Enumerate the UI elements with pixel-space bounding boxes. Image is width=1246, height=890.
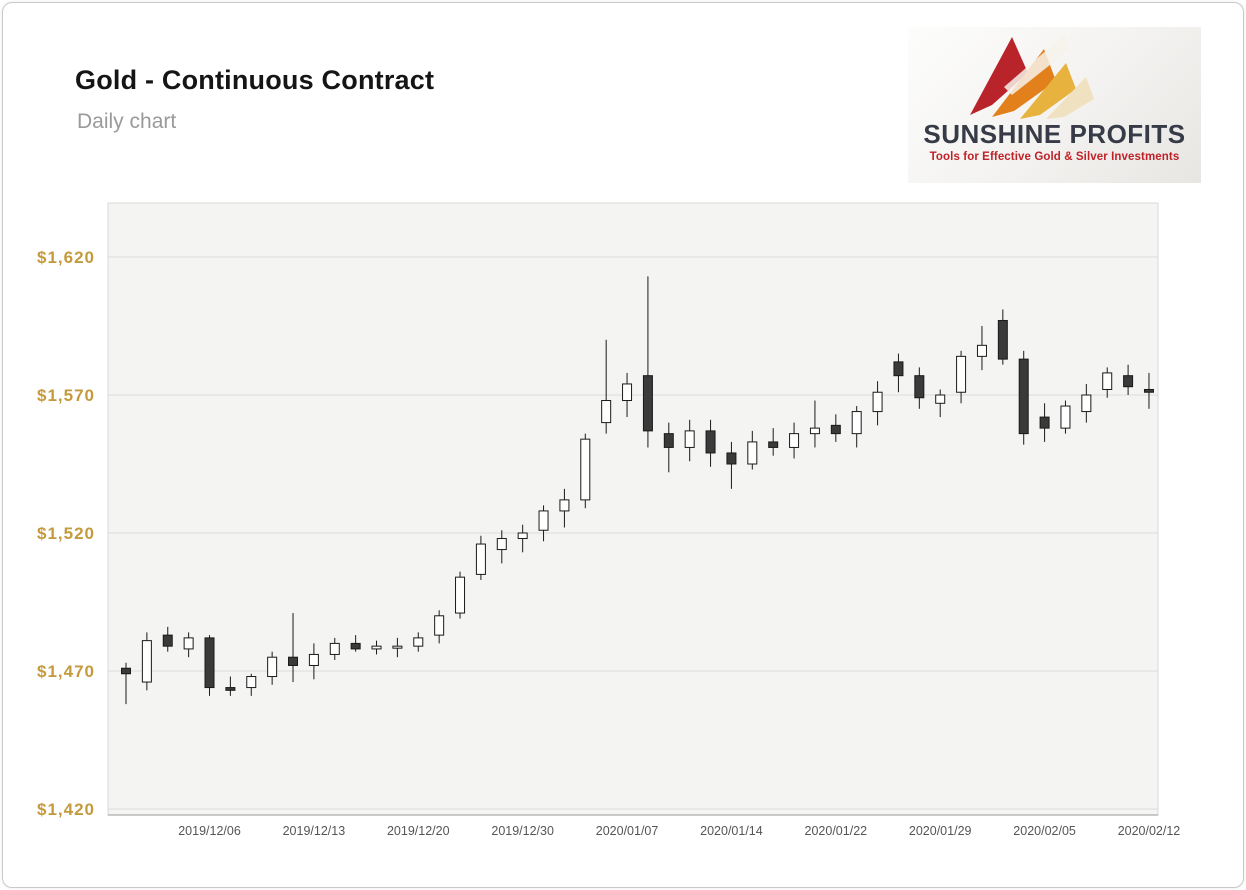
page-subtitle: Daily chart xyxy=(77,110,177,133)
x-axis-label: 2020/02/12 xyxy=(1118,824,1181,838)
candle-body-2020/01/27 xyxy=(893,361,904,377)
candle-body-2020/01/10 xyxy=(684,430,695,448)
candle-body-2020/02/10 xyxy=(1102,372,1113,390)
candle-body-2020/01/30 xyxy=(956,355,967,393)
candle-body-2020/01/06 xyxy=(601,400,612,424)
x-axis-label: 2020/02/05 xyxy=(1013,824,1076,838)
candle-body-2020/01/16 xyxy=(768,441,779,448)
y-axis-label: $1,570 xyxy=(37,386,95,405)
logo-arrow-cream xyxy=(1046,77,1094,119)
x-axis-label: 2020/01/14 xyxy=(700,824,763,838)
candle-body-2019/12/19 xyxy=(392,645,403,649)
page-title: Gold - Continuous Contract xyxy=(75,65,435,95)
candle-body-2020/01/09 xyxy=(663,433,674,448)
x-axis-label: 2019/12/20 xyxy=(387,824,450,838)
x-axis-label: 2020/01/07 xyxy=(596,824,659,838)
candle-body-2019/12/06 xyxy=(204,637,215,689)
candle-body-2019/12/17 xyxy=(350,642,361,650)
logo-name: SUNSHINE PROFITS xyxy=(923,119,1186,149)
candle-body-2020/01/28 xyxy=(914,375,925,399)
logo-arrow-red xyxy=(970,37,1028,115)
candle-body-2020/01/24 xyxy=(872,391,883,413)
candle-body-2019/12/30 xyxy=(517,532,528,540)
candle-body-2019/12/20 xyxy=(413,637,424,647)
chart-header: Gold - Continuous Contract Daily chart xyxy=(75,65,434,134)
candle-body-2019/12/16 xyxy=(329,642,340,655)
candle-body-2020/01/29 xyxy=(935,394,946,404)
sunshine-profits-logo: SUNSHINE PROFITS Tools for Effective Gol… xyxy=(908,27,1201,183)
candle-body-2020/02/07 xyxy=(1081,394,1092,413)
candle-body-2020/02/12 xyxy=(1143,388,1154,393)
y-axis-label: $1,470 xyxy=(37,662,95,681)
candle-body-2020/01/13 xyxy=(705,430,716,454)
logo-arrows-icon xyxy=(970,35,1094,119)
candlestick-chart: $1,620 $1,570 $1,520 $1,470 $1,420 2019/12/06… xyxy=(37,202,1181,838)
candle-body-2019/12/27 xyxy=(496,538,507,551)
candle-body-2020/01/08 xyxy=(642,375,653,432)
candle-body-2019/12/05 xyxy=(183,637,194,650)
candle-body-2019/12/03 xyxy=(141,640,152,683)
candle-body-2019/12/09 xyxy=(225,687,236,691)
x-axis-label: 2019/12/06 xyxy=(178,824,241,838)
candle-body-2020/01/03 xyxy=(580,438,591,501)
candle-body-2020/01/07 xyxy=(622,383,633,402)
candle-body-2019/12/04 xyxy=(162,634,173,647)
logo-arrow-highlight xyxy=(1004,35,1070,95)
candle-body-2020/02/06 xyxy=(1060,405,1071,429)
x-axis-label: 2019/12/30 xyxy=(491,824,554,838)
candle-body-2019/12/02 xyxy=(121,667,131,675)
y-axis-label: $1,420 xyxy=(37,800,95,819)
candle-body-2020/02/11 xyxy=(1123,375,1134,388)
logo-arrow-gold xyxy=(1020,63,1076,119)
candle-body-2020/01/02 xyxy=(559,499,570,512)
candle-body-2019/12/31 xyxy=(538,510,549,531)
candle-body-2020/02/05 xyxy=(1039,416,1050,429)
candle-body-2020/01/14 xyxy=(726,452,737,465)
candle-body-2020/01/23 xyxy=(851,411,862,435)
candle-body-2019/12/23 xyxy=(434,615,445,636)
candle-body-2020/01/22 xyxy=(830,424,841,435)
candle-body-2020/02/03 xyxy=(997,319,1008,360)
candle-body-2020/01/31 xyxy=(976,344,987,357)
candle-body-2019/12/11 xyxy=(267,656,278,678)
candle-body-2019/12/12 xyxy=(288,656,299,666)
candle-body-2019/12/24 xyxy=(455,576,466,614)
candle-body-2020/01/21 xyxy=(809,427,820,435)
plot-background xyxy=(107,202,1159,816)
x-axis-label: 2020/01/29 xyxy=(909,824,972,838)
x-axis-label: 2020/01/22 xyxy=(805,824,868,838)
y-axis-label: $1,620 xyxy=(37,248,95,267)
candle-body-2019/12/10 xyxy=(246,676,257,689)
candle-body-2020/01/17 xyxy=(789,433,800,448)
candle-body-2019/12/26 xyxy=(475,543,486,575)
logo-tagline: Tools for Effective Gold & Silver Invest… xyxy=(929,151,1180,163)
x-axis-label: 2019/12/13 xyxy=(283,824,346,838)
y-axis-label: $1,520 xyxy=(37,524,95,543)
candle-body-2020/01/15 xyxy=(747,441,758,465)
chart-area: $1,620 $1,570 $1,520 $1,470 $1,420 2019/12/06… xyxy=(3,3,1243,887)
candle-body-2019/12/18 xyxy=(371,645,382,650)
candle-body-2019/12/13 xyxy=(308,653,319,666)
candle-body-2020/02/04 xyxy=(1018,358,1029,435)
